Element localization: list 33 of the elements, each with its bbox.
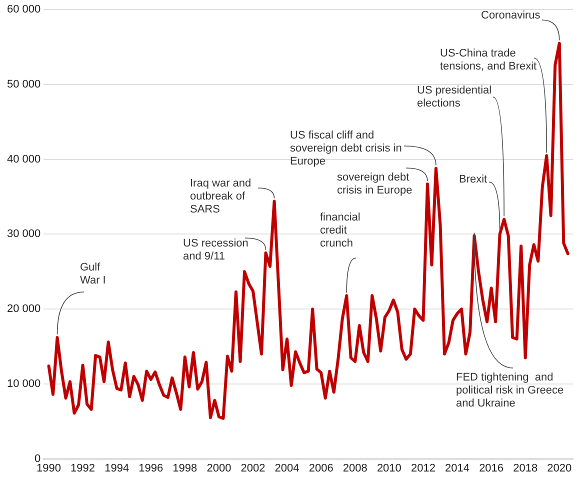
annotation: Coronavirus xyxy=(481,10,541,22)
x-tick-label: 1992 xyxy=(70,462,96,474)
x-tick-label: 1996 xyxy=(138,462,164,474)
x-tick-label: 1994 xyxy=(104,462,130,474)
annotation: Iraq war and outbreak of SARS xyxy=(190,178,252,216)
x-tick-label: 1990 xyxy=(36,462,61,474)
y-tick-label: 50 000 xyxy=(6,78,41,90)
annotation: sovereign debt crisis in Europe xyxy=(337,172,412,197)
x-tick-label: 2010 xyxy=(376,462,402,474)
x-tick-label: 2020 xyxy=(547,462,572,474)
y-tick-label: 20 000 xyxy=(6,303,41,316)
x-tick-label: 2006 xyxy=(308,462,334,474)
annotation: FED tightening and political risk in Greece and Ukraine xyxy=(456,372,564,410)
x-tick-label: 2008 xyxy=(342,462,368,474)
y-tick-label: 40 000 xyxy=(6,153,41,166)
y-tick-label: 60 000 xyxy=(6,4,41,16)
x-tick-label: 2018 xyxy=(513,462,538,474)
x-tick-label: 2012 xyxy=(410,462,436,474)
annotation: Brexit xyxy=(459,174,488,186)
x-tick-label: 2002 xyxy=(240,462,266,474)
annotation: financial credit crunch xyxy=(320,212,360,250)
annotation: US-China trade tensions, and Brexit xyxy=(440,48,537,73)
x-tick-label: 2016 xyxy=(479,462,504,474)
y-tick-label: 30 000 xyxy=(6,228,41,240)
y-tick-label: 10 000 xyxy=(6,378,41,390)
annotation: US recession and 9/11 xyxy=(183,238,248,263)
annotation: US presidential elections xyxy=(417,84,492,110)
x-tick-label: 2004 xyxy=(274,462,300,474)
y-tick-label: 0 xyxy=(34,452,41,465)
annotation: Gulf War I xyxy=(80,262,106,287)
x-tick-label: 1998 xyxy=(172,462,198,474)
x-tick-label: 2014 xyxy=(445,462,470,474)
x-tick-label: 2000 xyxy=(206,462,232,474)
